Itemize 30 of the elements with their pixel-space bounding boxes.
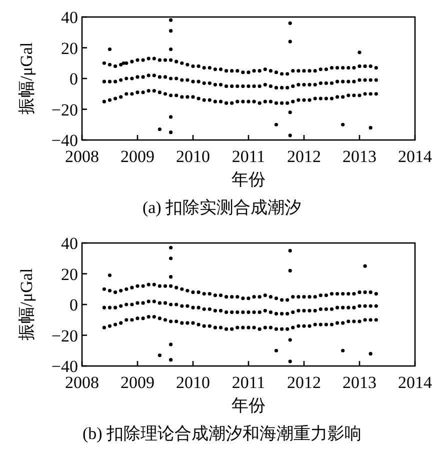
y-tick-label: 20 xyxy=(61,38,78,58)
x-tick-label: 2014 xyxy=(398,147,432,166)
y-tick-label: −40 xyxy=(51,131,78,150)
y-tick-label: −20 xyxy=(51,100,78,120)
y-tick-label: −20 xyxy=(51,326,78,346)
x-tick-label: 2012 xyxy=(287,147,321,166)
x-tick-label: 2009 xyxy=(120,373,154,392)
x-tick-label: 2010 xyxy=(176,147,210,166)
text: (a) 扣除实测合成潮汐 xyxy=(142,198,302,217)
y-axis-title: 振幅/μGal xyxy=(17,268,36,341)
text: (b) 扣除理论合成潮汐和海潮重力影响 xyxy=(82,424,362,443)
y-tick-label: 0 xyxy=(70,70,78,88)
x-tick-label: 2008 xyxy=(65,373,99,392)
y-tick-label: 20 xyxy=(61,264,78,284)
x-tick-label: 2013 xyxy=(342,373,376,392)
x-tick-label: 2011 xyxy=(232,147,266,166)
x-axis-title: 年份 xyxy=(232,396,266,415)
x-tick-label: 2014 xyxy=(398,373,432,392)
y-tick-label: 40 xyxy=(61,234,78,253)
x-tick-label: 2011 xyxy=(232,373,266,392)
x-tick-label: 2009 xyxy=(120,147,154,166)
y-tick-label: −40 xyxy=(51,357,78,376)
y-tick-label: 0 xyxy=(70,296,78,314)
x-tick-label: 2008 xyxy=(65,147,99,166)
x-tick-label: 2012 xyxy=(287,373,321,392)
x-axis-title: 年份 xyxy=(232,170,266,189)
y-axis-title: 振幅/μGal xyxy=(17,42,36,115)
y-tick-label: 40 xyxy=(61,8,78,27)
x-tick-label: 2010 xyxy=(176,373,210,392)
x-tick-label: 2013 xyxy=(342,147,376,166)
